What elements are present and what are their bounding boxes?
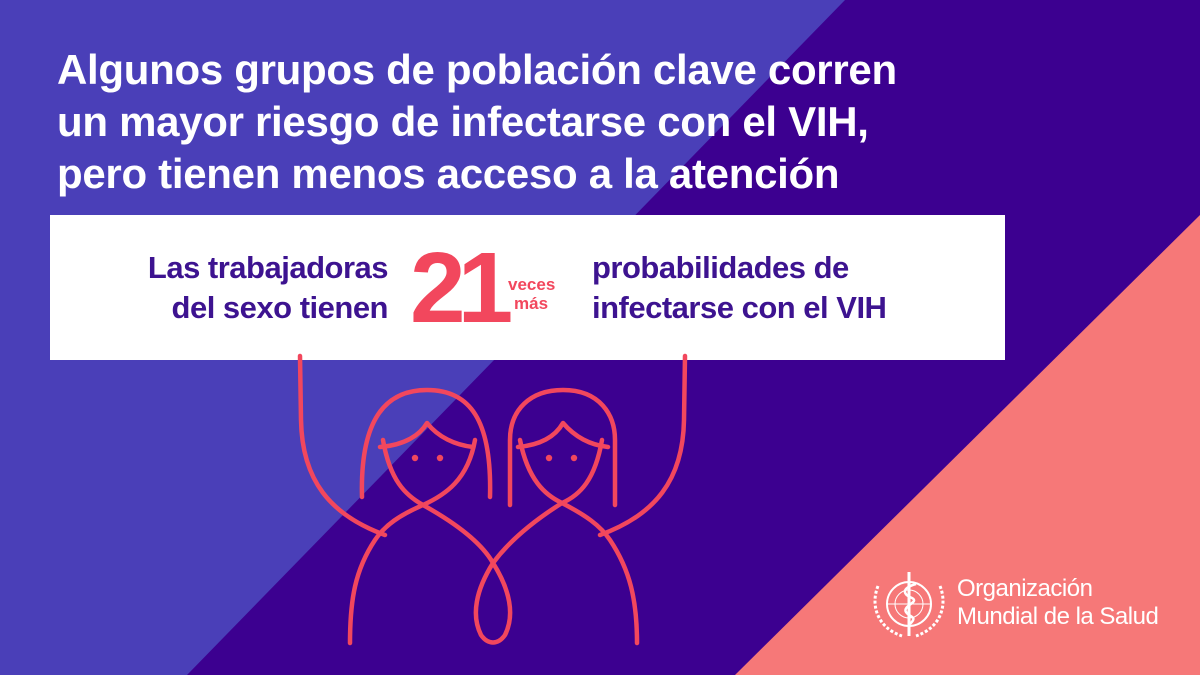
left-hair	[359, 387, 493, 500]
eye	[411, 454, 419, 462]
right-hair	[507, 387, 618, 508]
right-fringe	[515, 420, 611, 450]
ribbon-loop	[380, 437, 605, 645]
who-wordmark-line: Organización	[957, 575, 1093, 602]
stat-subject-line: Las trabajadoras	[147, 250, 389, 285]
stat-sign: Las trabajadoras del sexo tienen 21 vece…	[50, 215, 1005, 360]
stat-subject: Las trabajadoras del sexo tienen	[147, 248, 389, 328]
stat-predicate: probabilidades de infectarse con el VIH	[592, 248, 887, 328]
stat-subject-line: del sexo tienen	[171, 290, 389, 325]
right-body	[517, 437, 640, 646]
who-wordmark-line: Mundial de la Salud	[957, 603, 1159, 630]
right-arm	[597, 353, 688, 538]
eye	[545, 454, 553, 462]
stat-predicate-line: probabilidades de	[592, 250, 849, 285]
eye	[436, 454, 444, 462]
who-wordmark: Organización Mundial de la Salud	[957, 575, 1159, 631]
stat-predicate-line: infectarse con el VIH	[592, 290, 887, 325]
stat-number: 21	[410, 232, 513, 344]
stat-unit: veces más	[508, 275, 555, 313]
stat-unit-line: más	[514, 294, 549, 313]
headline: Algunos grupos de población clave corren…	[57, 44, 897, 200]
eye	[570, 454, 578, 462]
left-fringe	[377, 420, 476, 450]
headline-line: un mayor riesgo de infectarse con el VIH…	[57, 98, 869, 145]
who-emblem-icon	[873, 572, 945, 638]
left-arm	[297, 353, 388, 538]
left-body	[347, 437, 478, 646]
stat-unit-line: veces	[508, 275, 556, 294]
headline-line: Algunos grupos de población clave corren	[57, 46, 897, 93]
headline-line: pero tienen menos acceso a la atención	[57, 150, 840, 197]
background-coral-band	[735, 215, 1200, 675]
